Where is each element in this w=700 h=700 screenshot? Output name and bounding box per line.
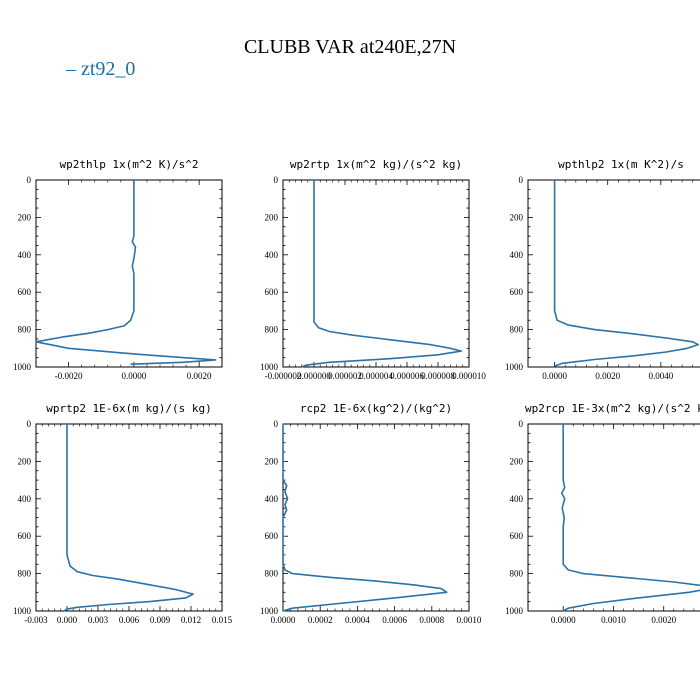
series-line [560,424,700,612]
y-tick-label: 600 [510,287,524,297]
y-tick-label: 1000 [260,606,279,616]
x-tick-label: -0.000002 [265,371,302,381]
x-tick-label: 0.0006 [382,615,407,625]
x-tick-label: 0.000002 [328,371,362,381]
x-tick-label: 0.0002 [308,615,333,625]
y-tick-label: 400 [265,494,279,504]
x-tick-label: 0.006 [119,615,140,625]
y-tick-label: 600 [18,287,32,297]
x-tick-label: 0.0020 [595,371,620,381]
series-line [63,424,194,612]
chart-title: wp2thlp 1x(m^2 K)/s^2 [59,158,198,171]
legend-entry: – zt92_0 [66,58,136,80]
x-tick-label: 0.000004 [359,371,393,381]
plot-frame [282,179,470,368]
y-tick-label: 800 [265,569,279,579]
x-tick-label: 0.000 [57,615,78,625]
y-tick-label: 800 [18,325,32,335]
chart-title: wprtp2 1E-6x(m kg)/(s kg) [46,402,212,415]
page-title: CLUBB VAR at240E,27N [243,36,457,58]
chart-title: wp2rtp 1x(m^2 kg)/(s^2 kg) [290,158,462,171]
series-line [282,424,448,612]
x-tick-label: 0.0040 [648,371,673,381]
y-tick-label: 400 [510,250,524,260]
x-tick-label: 0.000006 [390,371,424,381]
x-tick-label: 0.000000 [297,371,331,381]
x-tick-label: 0.0020 [187,371,212,381]
y-tick-label: 0 [519,419,524,429]
chart-title: wp2rcp 1E-3x(m^2 kg)/(s^2 kg) [525,402,700,415]
y-tick-label: 200 [510,212,524,222]
y-tick-label: 600 [265,531,279,541]
y-tick-label: 400 [18,494,32,504]
y-tick-label: 200 [265,212,279,222]
x-tick-label: 0.012 [181,615,201,625]
y-tick-label: 400 [510,494,524,504]
y-tick-label: 800 [510,325,524,335]
y-tick-label: 200 [510,456,524,466]
y-tick-label: 1000 [505,606,524,616]
chart-panel: wpthlp2 1x(m K^2)/s 0 200 400 600 800 1000 0.00… [505,158,700,381]
y-tick-label: 200 [18,456,32,466]
y-tick-label: 800 [510,569,524,579]
x-tick-label: -0.003 [24,615,48,625]
x-tick-label: 0.0008 [419,615,444,625]
y-tick-label: 0 [27,175,32,185]
y-tick-label: 600 [510,531,524,541]
x-tick-label: 0.0010 [601,615,626,625]
y-tick-label: 0 [274,175,279,185]
y-tick-label: 600 [265,287,279,297]
x-tick-label: 0.0000 [551,615,576,625]
y-tick-label: 1000 [13,362,32,372]
y-tick-label: 0 [519,175,524,185]
x-tick-label: -0.0020 [55,371,83,381]
y-tick-label: 0 [274,419,279,429]
plot-frame [282,423,470,612]
chart-title: rcp2 1E-6x(kg^2)/(kg^2) [300,402,452,415]
x-tick-label: 0.000010 [452,371,486,381]
chart-panel: rcp2 1E-6x(kg^2)/(kg^2) 0 200 400 600 800 1000… [260,402,482,625]
y-tick-label: 1000 [13,606,32,616]
x-tick-label: 0.0004 [345,615,370,625]
chart-panel: wp2rcp 1E-3x(m^2 kg)/(s^2 kg)0 200 400 600 8… [505,402,700,625]
y-tick-label: 200 [265,456,279,466]
x-tick-label: 0.0000 [271,615,296,625]
series-line [553,180,699,367]
x-tick-label: 0.0010 [457,615,482,625]
x-tick-label: 0.0000 [122,371,147,381]
series-line [301,180,463,368]
x-tick-label: 0.000008 [421,371,455,381]
chart-panel: wprtp2 1E-6x(m kg)/(s kg) 0 200 400 600 800 10… [13,402,233,625]
chart-panel: wp2rtp 1x(m^2 kg)/(s^2 kg) 0 200 400 600 800 1… [260,158,486,381]
x-tick-label: 0.0000 [542,371,567,381]
y-tick-label: 1000 [505,362,524,372]
y-tick-label: 800 [18,569,32,579]
y-tick-label: 400 [265,250,279,260]
plot-frame [527,423,700,612]
x-tick-label: 0.009 [150,615,171,625]
y-tick-label: 200 [18,212,32,222]
y-tick-label: 400 [18,250,32,260]
x-tick-label: 0.003 [88,615,109,625]
y-tick-label: 600 [18,531,32,541]
chart-title: wpthlp2 1x(m K^2)/s [558,158,684,171]
series-line [35,180,217,365]
chart-panel: wp2thlp 1x(m^2 K)/s^2 0 200 400 600 800 1000 -0… [13,158,223,381]
x-tick-label: 0.0020 [651,615,676,625]
y-tick-label: 1000 [260,362,279,372]
y-tick-label: 800 [265,325,279,335]
plot-frame [35,179,223,368]
plot-frame [35,423,223,612]
x-tick-label: 0.015 [212,615,233,625]
y-tick-label: 0 [27,419,32,429]
